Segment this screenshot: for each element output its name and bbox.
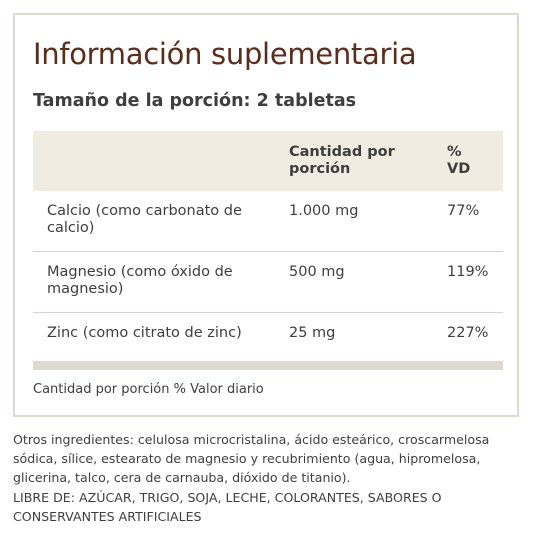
header-amount: Cantidad por porción	[289, 144, 395, 178]
table-bottom-bar	[33, 361, 503, 370]
nutrient-dv: 77%	[447, 203, 480, 219]
header-dv-line1: %	[447, 144, 462, 160]
nutrient-amount: 500 mg	[289, 264, 345, 280]
footnote: Cantidad por porción % Valor diario	[33, 382, 264, 397]
panel-title: Información suplementaria	[33, 37, 417, 71]
nutrient-amount: 25 mg	[289, 325, 336, 341]
table-row: Calcio (como carbonato de calcio) 1.000 …	[33, 191, 503, 252]
header-dv-line2: VD	[447, 161, 471, 177]
supplement-facts-panel: Información suplementaria Tamaño de la p…	[13, 13, 519, 417]
table-header: Cantidad por porción % VD	[33, 131, 503, 191]
free-of-statement: LIBRE DE: AZÚCAR, TRIGO, SOJA, LECHE, CO…	[13, 489, 442, 524]
header-amount-line1: Cantidad por	[289, 144, 395, 160]
nutrient-name: Calcio (como carbonato de calcio)	[47, 203, 242, 236]
serving-size: Tamaño de la porción: 2 tabletas	[33, 91, 357, 111]
nutrient-dv: 227%	[447, 325, 489, 341]
other-ingredients: Otros ingredientes: celulosa microcrista…	[13, 432, 490, 486]
header-amount-line2: porción	[289, 161, 351, 177]
ingredients-block: Otros ingredientes: celulosa microcrista…	[13, 430, 523, 526]
table-row: Magnesio (como óxido de magnesio) 500 mg…	[33, 252, 503, 313]
header-dv: % VD	[447, 144, 470, 178]
nutrient-dv: 119%	[447, 264, 489, 280]
nutrient-table: Cantidad por porción % VD Calcio (como c…	[33, 131, 503, 370]
nutrient-name: Zinc (como citrato de zinc)	[47, 325, 242, 341]
nutrient-name: Magnesio (como óxido de magnesio)	[47, 264, 233, 297]
table-row: Zinc (como citrato de zinc) 25 mg 227%	[33, 313, 503, 361]
nutrient-amount: 1.000 mg	[289, 203, 359, 219]
